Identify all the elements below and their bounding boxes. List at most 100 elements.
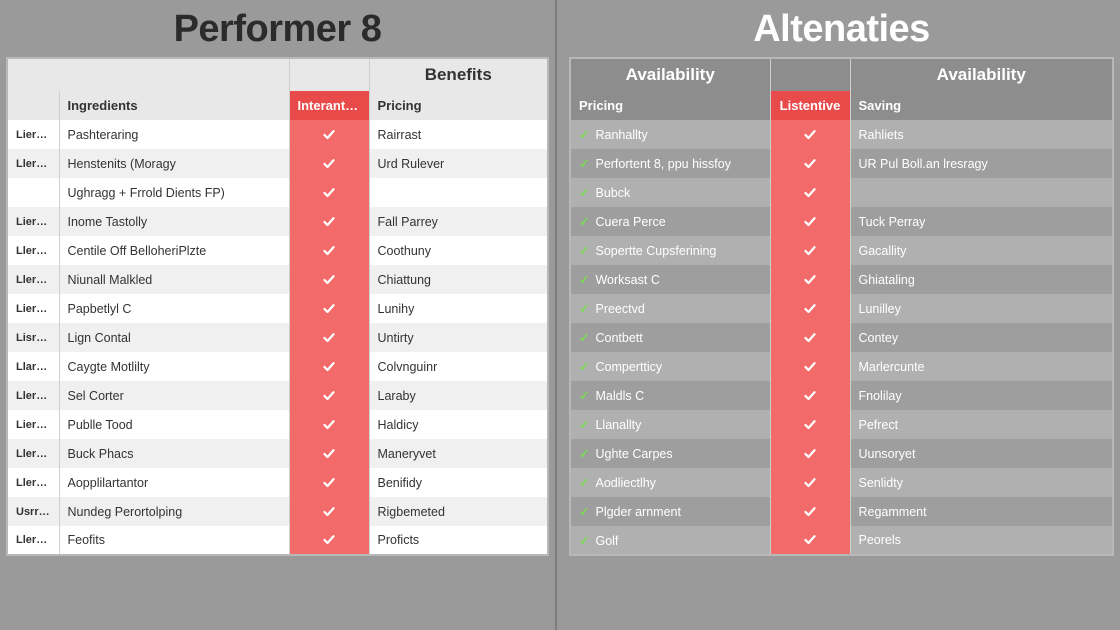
cell-pricing: ✓Golf	[570, 526, 770, 555]
table-row: ✓Maldls CFnolilay	[570, 381, 1113, 410]
cell-saving	[850, 178, 1113, 207]
table-row: ✓Ughte Carpes Uunsoryet	[570, 439, 1113, 468]
cell-price: Colvnguinr	[369, 352, 548, 381]
table-row: LierrardPublle ToodHaldicy	[7, 410, 548, 439]
cell-tag: Lierraed	[7, 207, 59, 236]
cell-pricing: ✓Compertticy	[570, 352, 770, 381]
cell-tag: Lisrrard	[7, 323, 59, 352]
cell-pricing: ✓Plgder arnment	[570, 497, 770, 526]
cell-saving: Peorels	[850, 526, 1113, 555]
cell-price: Lunihy	[369, 294, 548, 323]
table-row: ✓Worksast CGhiataling	[570, 265, 1113, 294]
cell-pricing: ✓Perfortent 8, ppu hissfoy	[570, 149, 770, 178]
header-row-left: Ingredients Interantive Pricing	[7, 91, 548, 120]
col-tag	[7, 91, 59, 120]
cell-tag: Usrrard	[7, 497, 59, 526]
table-row: ✓Llanallty Pefrect	[570, 410, 1113, 439]
cell-ingredient: Nundeg Perortolping	[59, 497, 289, 526]
cell-saving: Contey	[850, 323, 1113, 352]
check-icon	[770, 497, 850, 526]
check-icon	[770, 149, 850, 178]
cell-saving: Uunsoryet	[850, 439, 1113, 468]
check-icon	[770, 468, 850, 497]
cell-ingredient: Caygte Motlilty	[59, 352, 289, 381]
cell-ingredient: Ughragg + Frrold Dients FP)	[59, 178, 289, 207]
table-row: ✓Golf Peorels	[570, 526, 1113, 555]
check-icon	[770, 352, 850, 381]
panel-performer8: Performer 8 Benefits Ingredients Interan…	[0, 0, 557, 630]
cell-tag: Lierrard	[7, 120, 59, 149]
cell-pricing: ✓Cuera Perce	[570, 207, 770, 236]
check-icon	[770, 120, 850, 149]
cell-saving: Lunilley	[850, 294, 1113, 323]
check-icon	[289, 178, 369, 207]
check-icon	[289, 526, 369, 555]
cell-saving: UR Pul Boll.an lresragy	[850, 149, 1113, 178]
cell-tag: Llarrard	[7, 352, 59, 381]
check-icon	[770, 294, 850, 323]
cell-price: Maneryvet	[369, 439, 548, 468]
check-icon	[289, 323, 369, 352]
cell-saving: Senlidty	[850, 468, 1113, 497]
cell-saving: Fnolilay	[850, 381, 1113, 410]
col-listentive: Listentive	[770, 91, 850, 120]
cell-ingredient: Pashteraring	[59, 120, 289, 149]
cell-tag: Llerrard	[7, 526, 59, 555]
panel-title-left: Performer 8	[6, 0, 549, 57]
cell-tag	[7, 178, 59, 207]
col-pricing-r: Pricing	[570, 91, 770, 120]
check-icon	[289, 236, 369, 265]
cell-ingredient: Sel Corter	[59, 381, 289, 410]
table-row: ✓Preectvd Lunilley	[570, 294, 1113, 323]
table-performer8: Benefits Ingredients Interantive Pricing…	[6, 57, 549, 556]
cell-ingredient: Buck Phacs	[59, 439, 289, 468]
cell-pricing: ✓Ughte Carpes	[570, 439, 770, 468]
cell-price: Rairrast	[369, 120, 548, 149]
check-icon	[289, 120, 369, 149]
cell-price: Benifidy	[369, 468, 548, 497]
check-icon	[770, 526, 850, 555]
table-row: ✓CompertticyMarlercunte	[570, 352, 1113, 381]
cell-price: Haldicy	[369, 410, 548, 439]
cell-ingredient: Papbetlyl C	[59, 294, 289, 323]
cell-tag: Llerrard	[7, 265, 59, 294]
table-row: LisrrardLign ContalUntirty	[7, 323, 548, 352]
check-icon	[289, 381, 369, 410]
cell-price: Proficts	[369, 526, 548, 555]
check-icon	[770, 265, 850, 294]
check-icon	[770, 236, 850, 265]
cell-pricing: ✓Ranhallty	[570, 120, 770, 149]
check-icon	[770, 439, 850, 468]
cell-ingredient: Henstenits (Moragy	[59, 149, 289, 178]
table-row: ✓Perfortent 8, ppu hissfoy UR Pul Boll.an…	[570, 149, 1113, 178]
col-saving: Saving	[850, 91, 1113, 120]
cell-price: Rigbemeted	[369, 497, 548, 526]
cell-tag: Llerated	[7, 439, 59, 468]
check-icon	[289, 468, 369, 497]
cell-ingredient: Lign Contal	[59, 323, 289, 352]
table-row: Ughragg + Frrold Dients FP)	[7, 178, 548, 207]
cell-saving: Pefrect	[850, 410, 1113, 439]
table-alternatives: Availability Availability Pricing Listen…	[569, 57, 1114, 556]
check-icon	[770, 381, 850, 410]
cell-tag: Llerrard	[7, 468, 59, 497]
table-row: LlarrardCaygte Motlilty Colvnguinr	[7, 352, 548, 381]
panel-title-right: Altenaties	[569, 0, 1114, 57]
check-icon	[289, 149, 369, 178]
cell-price: Fall Parrey	[369, 207, 548, 236]
cell-pricing: ✓Llanallty	[570, 410, 770, 439]
header-row-right: Pricing Listentive Saving	[570, 91, 1113, 120]
table-row: LlerrardNiunall MalkledChiattung	[7, 265, 548, 294]
check-icon	[289, 265, 369, 294]
superheader-row-left: Benefits	[7, 58, 548, 91]
cell-pricing: ✓Aodliectlhy	[570, 468, 770, 497]
cell-pricing: ✓Preectvd	[570, 294, 770, 323]
table-row: LleratedBuck Phacs Maneryvet	[7, 439, 548, 468]
table-row: UsrrardNundeg Perortolping Rigbemeted	[7, 497, 548, 526]
check-icon	[770, 410, 850, 439]
table-row: LlerrardFeofitsProficts	[7, 526, 548, 555]
cell-pricing: ✓Worksast C	[570, 265, 770, 294]
cell-ingredient: Publle Tood	[59, 410, 289, 439]
check-icon	[770, 178, 850, 207]
check-icon	[289, 207, 369, 236]
